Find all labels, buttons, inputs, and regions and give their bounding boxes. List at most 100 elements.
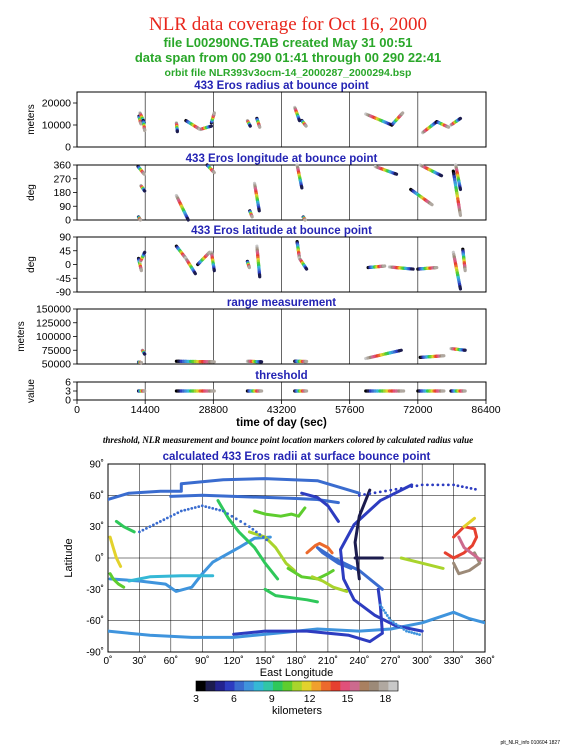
y-tick-label: 0 (65, 259, 71, 271)
colorbar-swatch (292, 681, 303, 691)
data-segment (136, 164, 146, 176)
map-y-tick-label: 90˚ (90, 459, 104, 471)
data-segment (255, 116, 262, 129)
data-segment (409, 187, 434, 207)
map-track (108, 535, 123, 568)
data-segment (196, 250, 212, 267)
data-segment (387, 265, 415, 271)
data-segment (209, 250, 216, 273)
map-dot (410, 631, 414, 634)
colorbar-label: kilometers (272, 705, 323, 717)
map-dot (382, 608, 386, 612)
data-segment (451, 169, 463, 218)
map-dot (394, 622, 398, 626)
map-track (108, 535, 272, 593)
x-tick-label: 0 (74, 404, 80, 416)
data-segment (301, 215, 307, 222)
y-axis-label: value (26, 379, 37, 403)
map-dot (465, 486, 469, 489)
y-tick-label: 6 (65, 377, 71, 389)
y-tick-label: 100000 (36, 331, 71, 343)
colorbar-tick-label: 9 (269, 693, 275, 705)
data-segment (138, 250, 147, 264)
panel-title: threshold (255, 370, 307, 382)
map-dot (234, 517, 238, 521)
map-dot (190, 506, 194, 510)
y-tick-label: 45 (59, 245, 71, 257)
map-dot (436, 483, 440, 487)
map-dot (405, 629, 408, 633)
data-segment (293, 105, 302, 123)
map-track (263, 587, 319, 604)
map-x-tick-label: 60˚ (164, 655, 178, 667)
map-dot (402, 627, 406, 631)
panel-latitude: 433 Eros latitude at bounce point -90 -45 0… (26, 225, 487, 299)
map-x-tick-label: 150˚ (255, 655, 275, 667)
map-dot (176, 511, 180, 515)
colorbar-swatch (359, 681, 370, 691)
data-mark (400, 111, 405, 116)
data-segment (252, 181, 261, 213)
data-mark (438, 173, 444, 178)
panel-title: 433 Eros longitude at bounce point (186, 153, 378, 165)
y-tick-label: 125000 (36, 317, 71, 329)
map-dot (456, 484, 460, 488)
span-line: data span from 00 290 01:41 through 00 2… (135, 50, 441, 65)
map-track (232, 587, 384, 644)
panel-threshold: threshold 036 value 0 14400 28800 43200 57600 72… (26, 370, 501, 429)
map-track (108, 477, 361, 501)
map-dot (399, 486, 403, 490)
map-dot (200, 504, 204, 508)
map-dot (357, 493, 361, 497)
y-tick-label: 10000 (42, 120, 71, 132)
data-mark (397, 348, 403, 353)
colorbar-swatch (234, 681, 245, 691)
data-segment (364, 348, 403, 361)
map-x-tick-label: 270˚ (381, 655, 401, 667)
y-tick-label: 90 (59, 232, 71, 244)
map-y-tick-label: 0˚ (95, 553, 104, 565)
data-segment (174, 121, 179, 134)
map-track (216, 499, 280, 581)
y-tick-label: 20000 (42, 98, 71, 110)
y-tick-label: 270 (53, 173, 71, 185)
data-mark (185, 216, 190, 222)
data-segment (248, 209, 254, 219)
map-title: calculated 433 Eros radii at surface bou… (163, 451, 431, 463)
data-segment (198, 124, 214, 131)
footer-label: plt_NLR_info 010604 1827 (501, 740, 561, 746)
map-dot (158, 520, 162, 523)
map-dot (380, 606, 384, 610)
x-tick-label: 14400 (131, 404, 160, 416)
data-segment (140, 348, 147, 356)
map-dot (239, 520, 243, 523)
data-segment (245, 259, 251, 270)
map-dot (373, 491, 377, 495)
data-segment (136, 215, 143, 222)
colorbar-swatch (263, 681, 274, 691)
data-segment (136, 360, 143, 365)
panel-longitude: 433 Eros longitude at bounce point 0 90 180… (26, 153, 487, 227)
map-dot (197, 505, 201, 509)
colorbar-swatch (244, 681, 255, 691)
map-dot (384, 611, 387, 615)
data-segment (390, 111, 405, 127)
data-segment (449, 116, 463, 127)
x-tick-label: 57600 (335, 404, 364, 416)
data-segment (205, 163, 216, 175)
data-segment (454, 163, 463, 192)
map-dotted-track (357, 483, 477, 497)
map-x-tick-label: 360˚ (475, 655, 495, 667)
data-segment (174, 359, 216, 364)
y-tick-label: -90 (56, 287, 71, 299)
y-tick-label: 75000 (42, 345, 71, 357)
colorbar-swatch (301, 681, 312, 691)
file-line: file L00290NG.TAB created May 31 00:51 (163, 35, 412, 50)
map-dot (410, 485, 414, 489)
data-mark (193, 271, 197, 276)
data-segment (209, 111, 216, 125)
colorbar-swatch (205, 681, 216, 691)
map-dot (368, 492, 372, 495)
data-mark (207, 250, 212, 255)
map-dot (389, 488, 393, 492)
